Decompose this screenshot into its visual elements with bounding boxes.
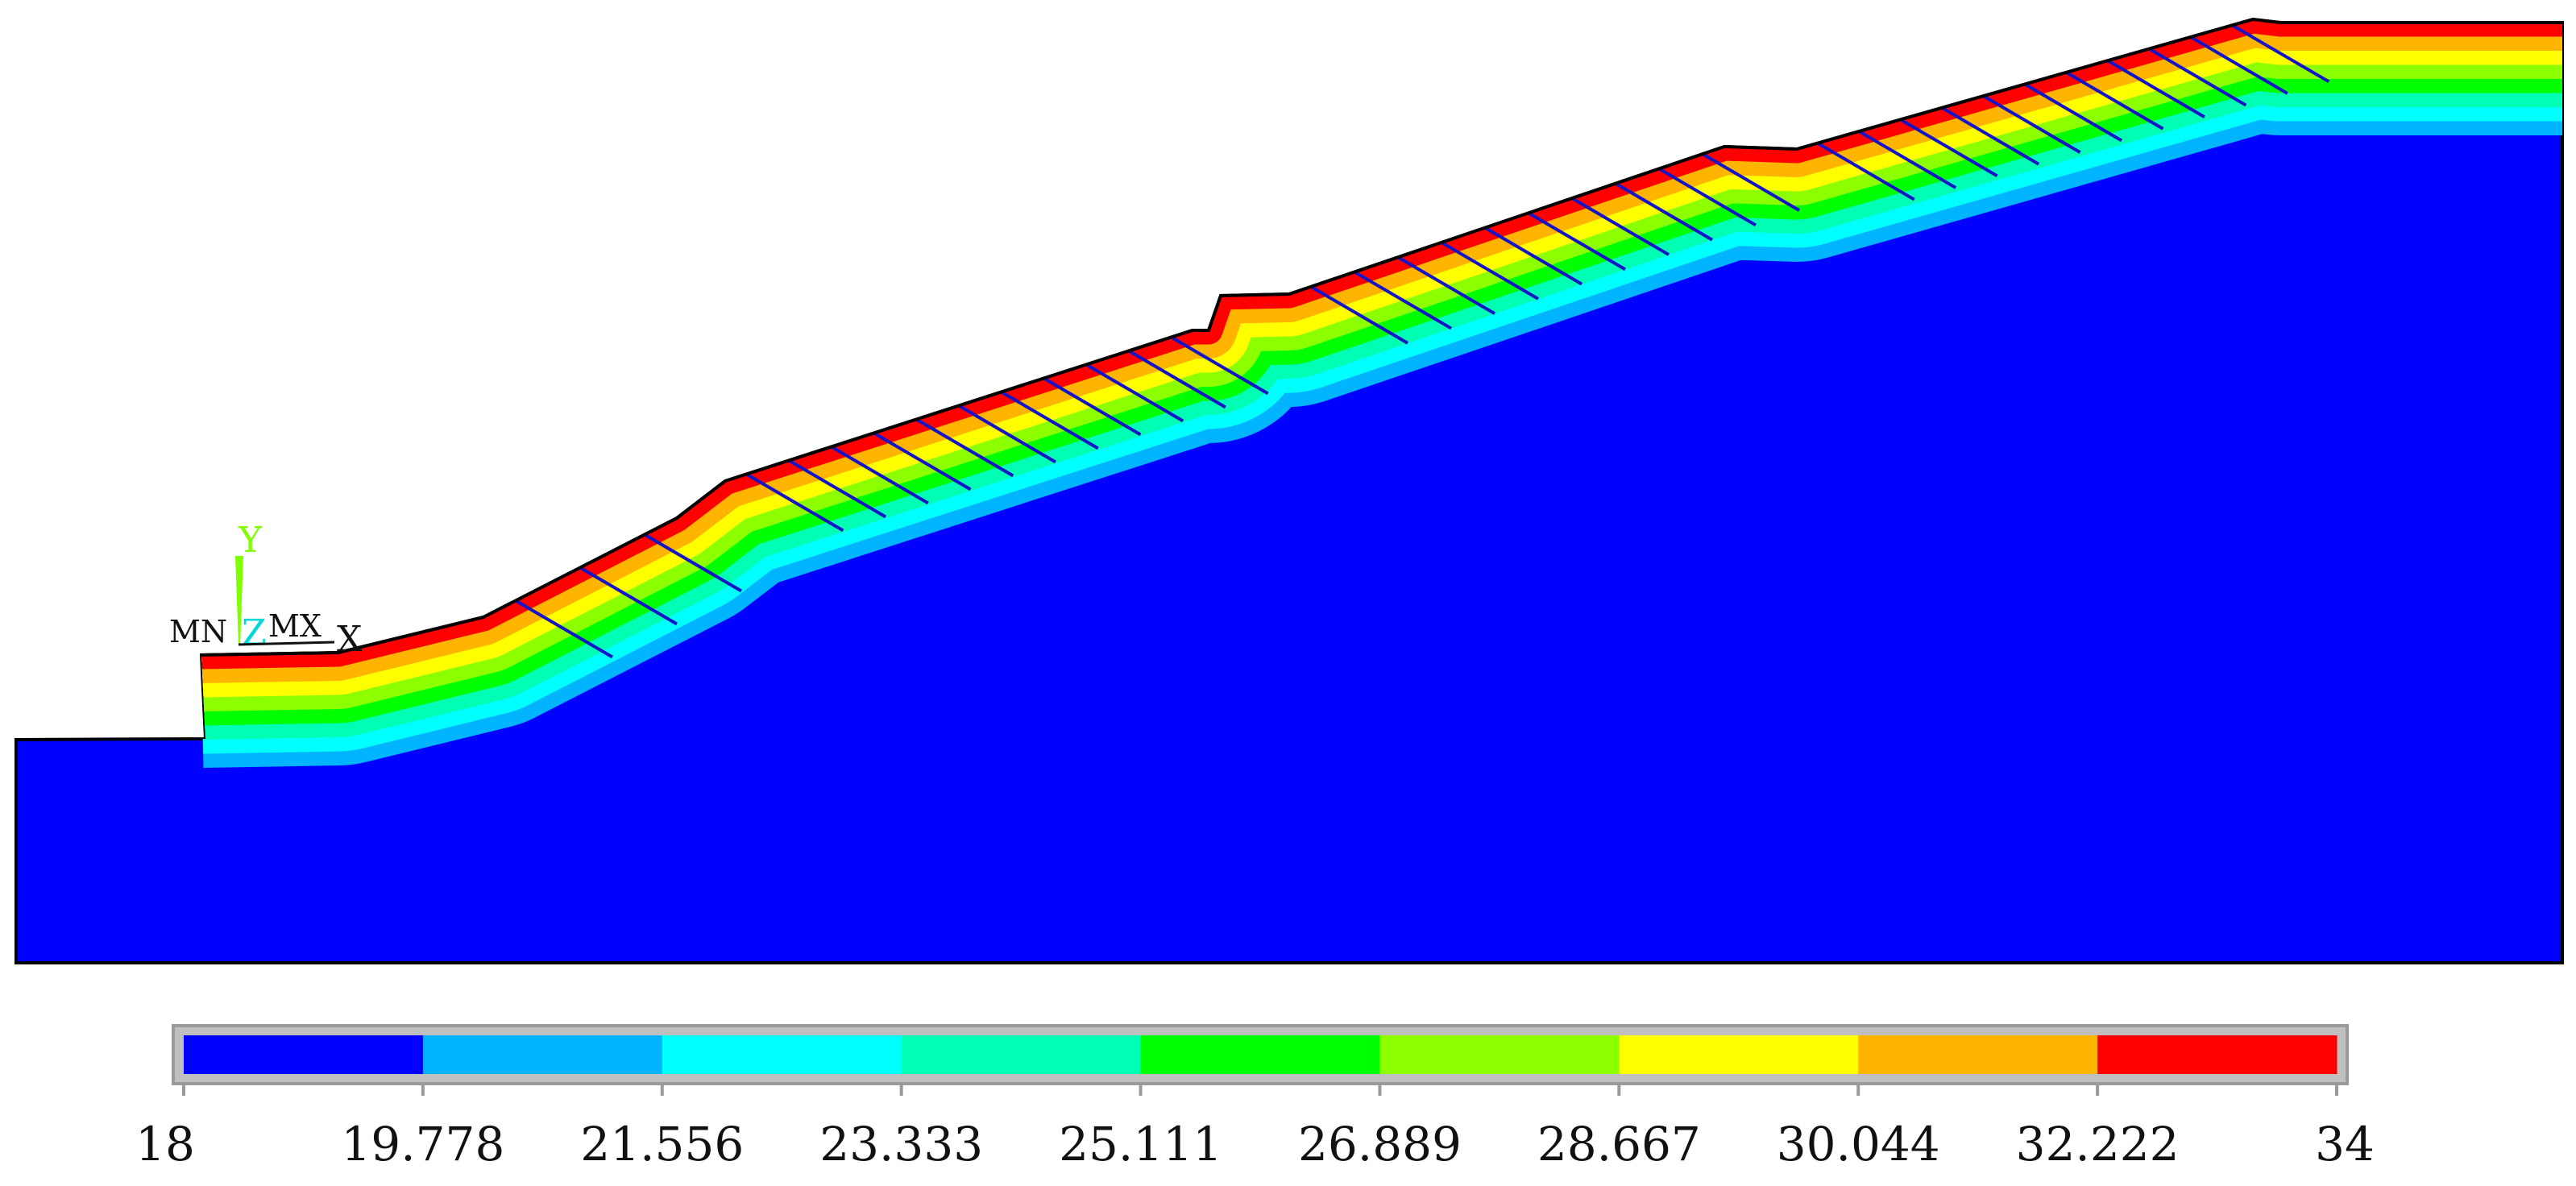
legend-tick-label: 19.778 [341,1117,504,1171]
anchor-lines [514,23,2330,659]
anchor-line [2231,23,2330,84]
anchor-line [579,566,678,626]
triad-z-label: Z [242,612,267,653]
legend-swatch [901,1035,1142,1074]
axis-triad: Y Z X MN MX [169,520,363,660]
anchor-line [1614,182,1714,242]
legend-swatch [2097,1035,2337,1074]
anchor-line [1570,197,1670,256]
legend-tick-label: 23.333 [819,1117,983,1171]
anchor-line [1000,390,1099,450]
anchor-line [1483,226,1583,286]
anchor-line [873,431,972,491]
anchor-line [1657,167,1757,227]
anchor-line [1701,152,1801,212]
legend-tick-label: 30.044 [1777,1117,1940,1171]
anchor-line [1527,211,1627,272]
anchor-line [514,599,614,659]
legend-swatch [422,1035,663,1074]
anchor-line [1085,363,1184,423]
anchor-line [1941,106,2040,166]
anchor-line [915,417,1014,478]
min-marker: MN [169,614,227,649]
anchor-line [1440,241,1540,301]
anchor-line [957,404,1057,464]
anchor-line [1353,270,1453,330]
legend-swatch [662,1035,902,1074]
anchor-line [788,458,887,519]
legend-tick-label: 18 [135,1117,195,1171]
triad-y-label: Y [238,520,263,561]
anchor-line [643,533,743,593]
legend-tick-label: 34 [2315,1117,2375,1171]
legend-colorbar: 18 19.778 21.556 23.333 25.111 26.889 28.667 30… [135,1024,2375,1171]
slope-body [15,17,2564,964]
anchor-line [1899,118,1998,178]
anchor-line [1816,141,1915,201]
anchor-line [2148,47,2247,107]
anchor-line [830,445,929,505]
anchor-line [2023,82,2123,143]
legend-tick-label: 26.889 [1298,1117,1462,1171]
legend-swatch [1858,1035,2098,1074]
anchor-line [2065,71,2164,131]
anchor-line [2106,59,2205,118]
legend-tick-label: 21.556 [580,1117,744,1171]
legend-swatch [1379,1035,1620,1074]
legend-tick-label: 32.222 [2016,1117,2180,1171]
anchor-line [1170,335,1269,396]
legend-swatch [1619,1035,1859,1074]
slope-surface-outline [201,17,2562,657]
legend-swatch [184,1035,424,1074]
anchor-line [1396,255,1496,315]
max-marker: MX [268,608,321,644]
y-axis-arrow-icon [235,556,243,645]
x-axis-arrow-icon [238,641,335,646]
legend-swatch [1140,1035,1380,1074]
anchor-line [2189,35,2288,95]
legend-tick-label: 25.111 [1059,1117,1222,1171]
anchor-line [1043,376,1142,437]
legend-tick-label: 28.667 [1537,1117,1701,1171]
anchor-line [1127,349,1226,409]
triad-x-label: X [337,619,363,660]
anchor-line [745,472,844,533]
anchor-line [1982,94,2081,154]
anchor-line [1309,285,1409,345]
anchor-line [1858,130,1957,189]
